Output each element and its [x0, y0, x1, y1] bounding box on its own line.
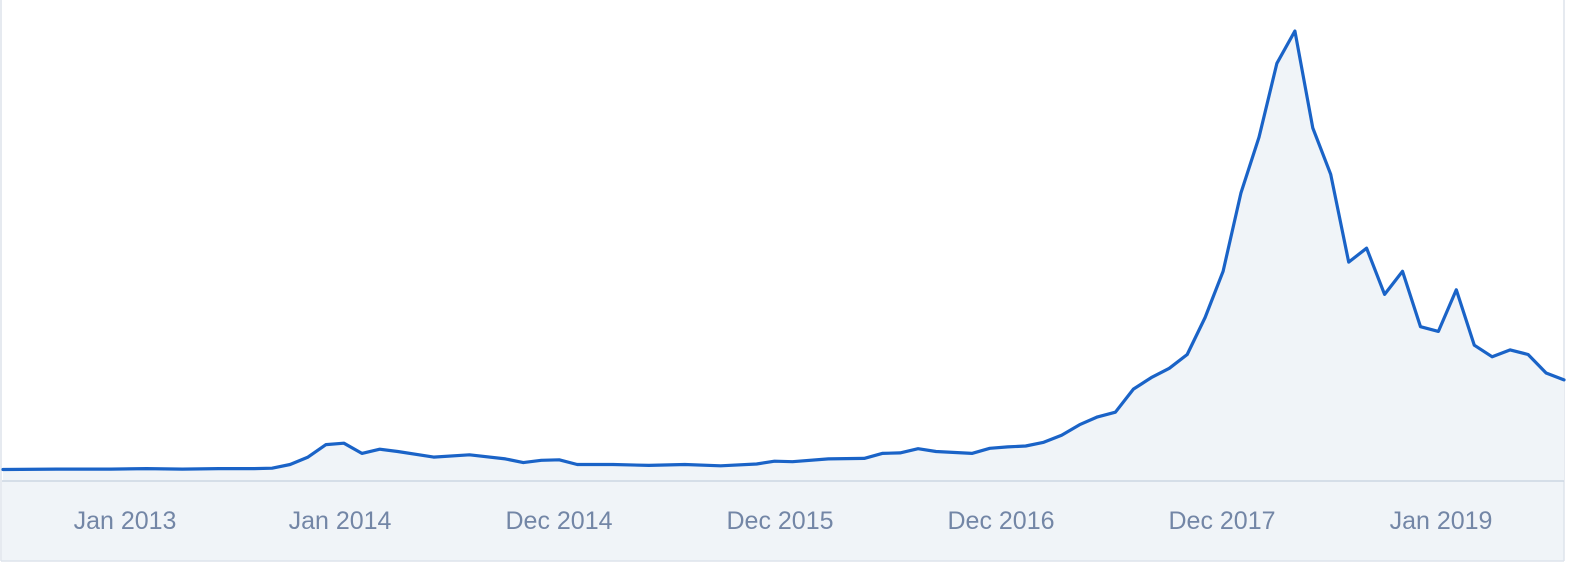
data-point [720, 465, 722, 467]
data-point [1312, 127, 1314, 129]
data-point [253, 467, 255, 469]
data-point [1509, 349, 1511, 351]
data-point [558, 459, 560, 461]
data-point [1473, 344, 1475, 346]
data-point [684, 463, 686, 465]
data-point [1132, 388, 1134, 390]
x-tick-label: Dec 2016 [947, 507, 1054, 535]
data-point [1563, 379, 1565, 381]
data-point [1419, 326, 1421, 328]
data-point [1383, 293, 1385, 295]
data-point [1078, 424, 1080, 426]
data-point [307, 456, 309, 458]
data-point [1150, 376, 1152, 378]
data-point [361, 452, 363, 454]
data-point [2, 468, 4, 470]
data-point [325, 443, 327, 445]
data-point [899, 452, 901, 454]
data-point [1437, 330, 1439, 332]
data-point [343, 442, 345, 444]
data-point [971, 452, 973, 454]
data-point [1204, 316, 1206, 318]
data-point [648, 464, 650, 466]
data-point [1043, 441, 1045, 443]
data-point [1294, 30, 1296, 32]
data-point [540, 459, 542, 461]
data-point [110, 468, 112, 470]
data-point [145, 467, 147, 469]
data-point [863, 457, 865, 459]
data-point [1276, 62, 1278, 64]
data-point [1025, 445, 1027, 447]
data-point [989, 447, 991, 449]
data-point [1060, 434, 1062, 436]
data-point [1096, 416, 1098, 418]
data-point [181, 468, 183, 470]
data-point [1455, 289, 1457, 291]
data-point [1545, 372, 1547, 374]
data-point [1348, 261, 1350, 263]
data-point [612, 463, 614, 465]
data-point [917, 448, 919, 450]
data-point [504, 458, 506, 460]
data-point [576, 463, 578, 465]
data-point [827, 458, 829, 460]
data-point [522, 461, 524, 463]
x-tick-label: Jan 2013 [74, 507, 177, 535]
data-point [755, 463, 757, 465]
x-tick-label: Jan 2019 [1390, 507, 1493, 535]
data-point [935, 450, 937, 452]
data-point [881, 452, 883, 454]
data-point [271, 467, 273, 469]
data-point [773, 460, 775, 462]
x-tick-label: Jan 2014 [289, 507, 392, 535]
data-point [432, 456, 434, 458]
data-point [1258, 136, 1260, 138]
x-tick-label: Dec 2014 [505, 507, 612, 535]
data-point [379, 448, 381, 450]
data-point [1330, 173, 1332, 175]
data-point [791, 461, 793, 463]
x-tick-label: Dec 2017 [1168, 507, 1275, 535]
data-point [1222, 270, 1224, 272]
data-point [56, 468, 58, 470]
data-point [1168, 367, 1170, 369]
x-tick-label: Dec 2015 [726, 507, 833, 535]
data-point [1114, 411, 1116, 413]
data-point [397, 450, 399, 452]
data-point [1491, 356, 1493, 358]
data-point [1365, 247, 1367, 249]
data-point [1007, 446, 1009, 448]
data-point [1240, 192, 1242, 194]
data-point [468, 454, 470, 456]
data-point [1186, 353, 1188, 355]
data-point [289, 463, 291, 465]
data-point [217, 467, 219, 469]
data-point [1401, 270, 1403, 272]
data-point [1527, 353, 1529, 355]
